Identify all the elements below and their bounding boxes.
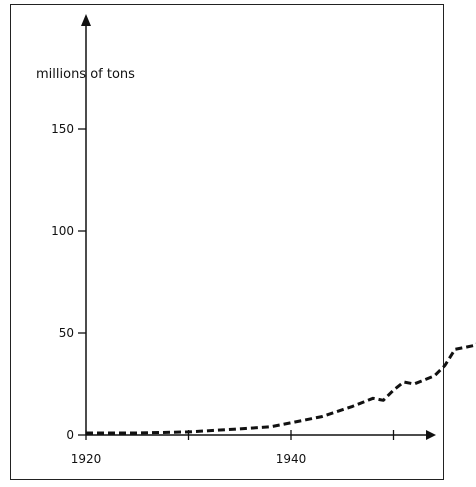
x-tick-label: 1920 (71, 452, 102, 466)
y-tick-label: 150 (51, 122, 74, 136)
series-line (86, 342, 476, 435)
y-tick-label: 50 (59, 326, 74, 340)
y-axis-label: millions of tons (36, 67, 135, 82)
y-tick-label: 0 (66, 428, 74, 442)
y-tick-label: 100 (51, 224, 74, 238)
ticks: 1920194019601980050100150 (51, 122, 395, 466)
y-axis-arrow (81, 14, 91, 26)
chart-frame (10, 4, 444, 480)
axes (81, 14, 436, 440)
x-axis-arrow (426, 430, 436, 440)
x-tick-label: 1940 (276, 452, 307, 466)
